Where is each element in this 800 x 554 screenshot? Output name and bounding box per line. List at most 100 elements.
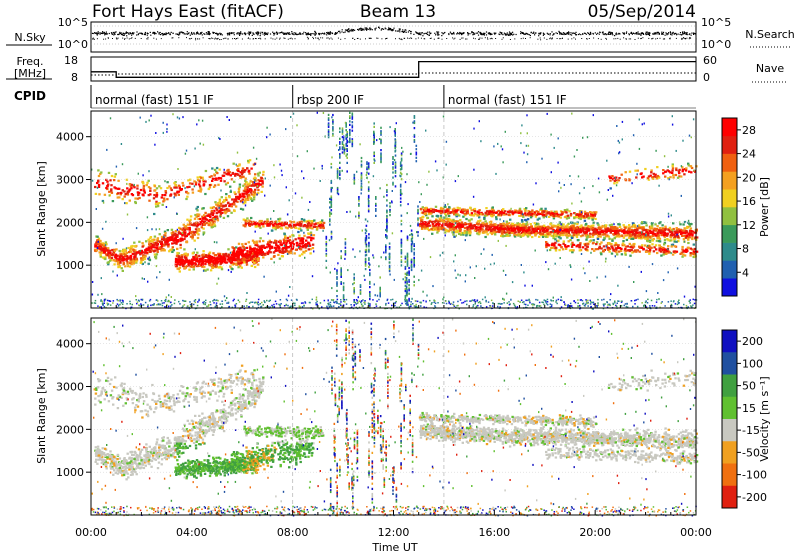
echo-cell (122, 257, 125, 261)
echo-cell (501, 230, 504, 233)
echo-cell (188, 185, 191, 188)
nsky-point (318, 32, 320, 35)
echo-cell (504, 234, 508, 237)
echo-cell (174, 260, 178, 263)
nsky-point (673, 33, 675, 35)
echo-cell (423, 222, 426, 226)
echo-cell (660, 234, 663, 237)
echo-cell (449, 222, 453, 225)
echo-cell (589, 215, 592, 218)
echo-cell (213, 262, 216, 265)
echo-cell (462, 232, 465, 235)
echo-cell (683, 234, 686, 237)
echo-cell (126, 262, 129, 266)
nave-label: Nave (756, 62, 784, 75)
echo-cell (258, 220, 262, 223)
echo-cell (193, 222, 196, 225)
echo-cell (579, 229, 583, 232)
echo-cell (183, 226, 186, 229)
echo-cell (237, 189, 241, 192)
nsky-point (577, 33, 579, 36)
echo-cell (167, 245, 170, 248)
echo-cell (187, 262, 190, 265)
echo-cell (245, 181, 248, 184)
echo-cell (613, 227, 617, 230)
nsearch-point (188, 38, 190, 40)
echo-cell (243, 253, 246, 256)
echo-cell (217, 183, 220, 186)
echo-cell (482, 231, 486, 234)
echo-cell (547, 234, 550, 237)
echo-cell (102, 249, 105, 253)
echo-cell (122, 251, 125, 254)
nsearch-point (659, 37, 661, 39)
echo-cell (438, 220, 441, 223)
echo-cell (168, 250, 171, 253)
echo-cell (541, 213, 544, 216)
echo-cell (622, 229, 625, 232)
echo-cell (424, 224, 428, 227)
echo-cell (97, 237, 101, 240)
echo-cell (681, 229, 684, 232)
echo-cell (188, 268, 191, 271)
echo-cell (604, 226, 607, 229)
echo-cell (243, 183, 247, 186)
echo-cell (106, 261, 109, 264)
echo-cell (298, 254, 301, 257)
echo-cell (254, 225, 257, 228)
nsearch-point (401, 39, 403, 41)
echo-cell (210, 226, 213, 229)
nsky-point (490, 32, 492, 34)
nsky-point (126, 35, 128, 37)
echo-cell (663, 238, 667, 241)
nsky-point (273, 34, 275, 36)
nsearch-point (284, 37, 286, 39)
echo-cell (419, 217, 422, 220)
nsky-point (141, 33, 143, 35)
echo-cell (688, 224, 692, 228)
nsky-point (503, 32, 505, 34)
echo-cell (141, 245, 144, 248)
nsearch-point (107, 37, 109, 39)
echo-cell (617, 231, 620, 234)
echo-cell (507, 213, 511, 216)
echo-cell (194, 263, 198, 266)
echo-cell (622, 224, 625, 227)
nsearch-point (140, 38, 142, 39)
nsky-point (299, 32, 301, 34)
nsearch-point (232, 38, 234, 40)
nsky-point (128, 33, 130, 35)
echo-cell (438, 217, 441, 220)
nsky-point (601, 32, 604, 34)
nsky-point (99, 33, 101, 35)
nsky-point (285, 33, 287, 35)
nsky-point (248, 31, 250, 33)
echo-cell (421, 206, 424, 209)
echo-cell (584, 234, 587, 237)
nsky-point (350, 30, 352, 32)
echo-cell (655, 227, 659, 231)
echo-cell (149, 237, 152, 240)
echo-cell (138, 240, 141, 243)
nsky-point (594, 32, 596, 34)
echo-cell (662, 234, 666, 237)
nsky-point (334, 32, 337, 34)
echo-cell (253, 192, 257, 195)
nsky-point (183, 33, 185, 35)
nsky-point (529, 34, 531, 37)
nsky-point (239, 34, 241, 36)
echo-cell (138, 191, 141, 194)
echo-cell (208, 175, 211, 179)
nsky-point (683, 32, 685, 34)
echo-cell (232, 253, 235, 256)
echo-cell (168, 236, 171, 239)
nsky-point (403, 31, 405, 33)
echo-cell (241, 245, 245, 248)
echo-cell (222, 174, 226, 177)
echo-cell (585, 227, 589, 230)
echo-cell (101, 256, 105, 259)
echo-cell (252, 183, 256, 186)
nsky-point (206, 33, 208, 35)
echo-cell (578, 217, 581, 220)
echo-cell (549, 230, 553, 234)
